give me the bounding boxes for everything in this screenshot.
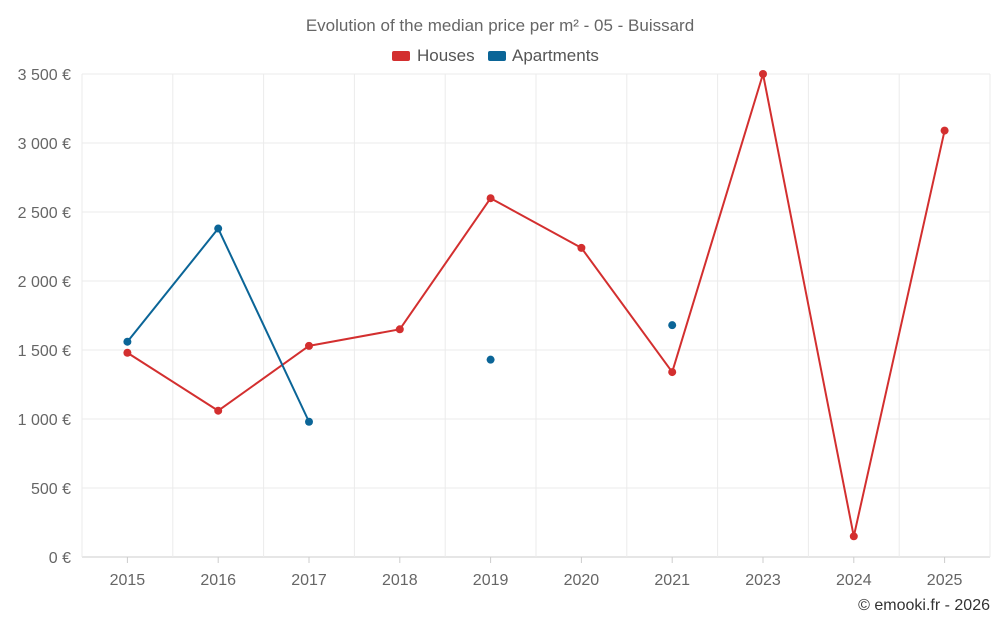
x-tick-label: 2017 [291, 572, 327, 589]
y-tick-label: 3 000 € [18, 136, 71, 153]
data-point-houses-2019[interactable] [486, 194, 495, 203]
y-tick-label: 3 500 € [18, 67, 71, 84]
credit-text: © emooki.fr - 2026 [858, 597, 990, 614]
data-point-houses-2015[interactable] [123, 348, 132, 357]
data-point-apartments-2016[interactable] [214, 224, 223, 233]
data-point-houses-2018[interactable] [395, 325, 404, 334]
series-houses [123, 70, 949, 541]
x-tick-label: 2019 [473, 572, 509, 589]
data-point-apartments-2019[interactable] [486, 355, 495, 364]
x-tick-label: 2024 [836, 572, 872, 589]
y-tick-label: 0 € [49, 550, 71, 567]
x-tick-label: 2016 [200, 572, 236, 589]
y-tick-label: 500 € [31, 481, 71, 498]
legend-item-apartments[interactable]: Apartments [488, 46, 599, 65]
x-tick-label: 2018 [382, 572, 418, 589]
chart-title: Evolution of the median price per m² - 0… [306, 16, 694, 35]
series-apartments [123, 224, 677, 426]
grid [81, 73, 991, 558]
legend-swatch-houses [392, 51, 410, 61]
axes: 0 € 500 € 1 000 € 1 500 € 2 000 € 2 500 € 3 00… [18, 67, 963, 589]
data-point-houses-2024[interactable] [849, 532, 858, 541]
x-tick-label: 2015 [110, 572, 146, 589]
data-point-houses-2020[interactable] [577, 243, 586, 252]
data-point-houses-2017[interactable] [305, 341, 313, 350]
series-line-apartments [126, 227, 310, 423]
x-tick-label: 2023 [745, 572, 781, 589]
data-point-houses-2016[interactable] [214, 406, 223, 415]
data-point-apartments-2021[interactable] [668, 321, 677, 330]
legend: Houses Apartments [392, 46, 599, 65]
data-point-houses-2021[interactable] [668, 368, 677, 377]
series [123, 70, 949, 541]
y-tick-label: 1 500 € [18, 343, 71, 360]
data-point-apartments-2017[interactable] [305, 417, 313, 426]
x-tick-label: 2025 [927, 572, 963, 589]
y-tick-label: 2 500 € [18, 205, 71, 222]
legend-item-houses[interactable]: Houses [392, 46, 475, 65]
data-point-houses-2023[interactable] [759, 70, 767, 78]
legend-swatch-apartments [488, 51, 506, 61]
y-tick-label: 2 000 € [18, 274, 71, 291]
legend-label-apartments: Apartments [512, 46, 599, 65]
series-line-houses [126, 73, 946, 538]
x-tick-label: 2021 [654, 572, 690, 589]
data-point-apartments-2015[interactable] [123, 337, 132, 346]
data-point-houses-2025[interactable] [940, 126, 949, 135]
legend-label-houses: Houses [417, 46, 475, 65]
y-tick-label: 1 000 € [18, 412, 71, 429]
x-tick-label: 2020 [564, 572, 600, 589]
